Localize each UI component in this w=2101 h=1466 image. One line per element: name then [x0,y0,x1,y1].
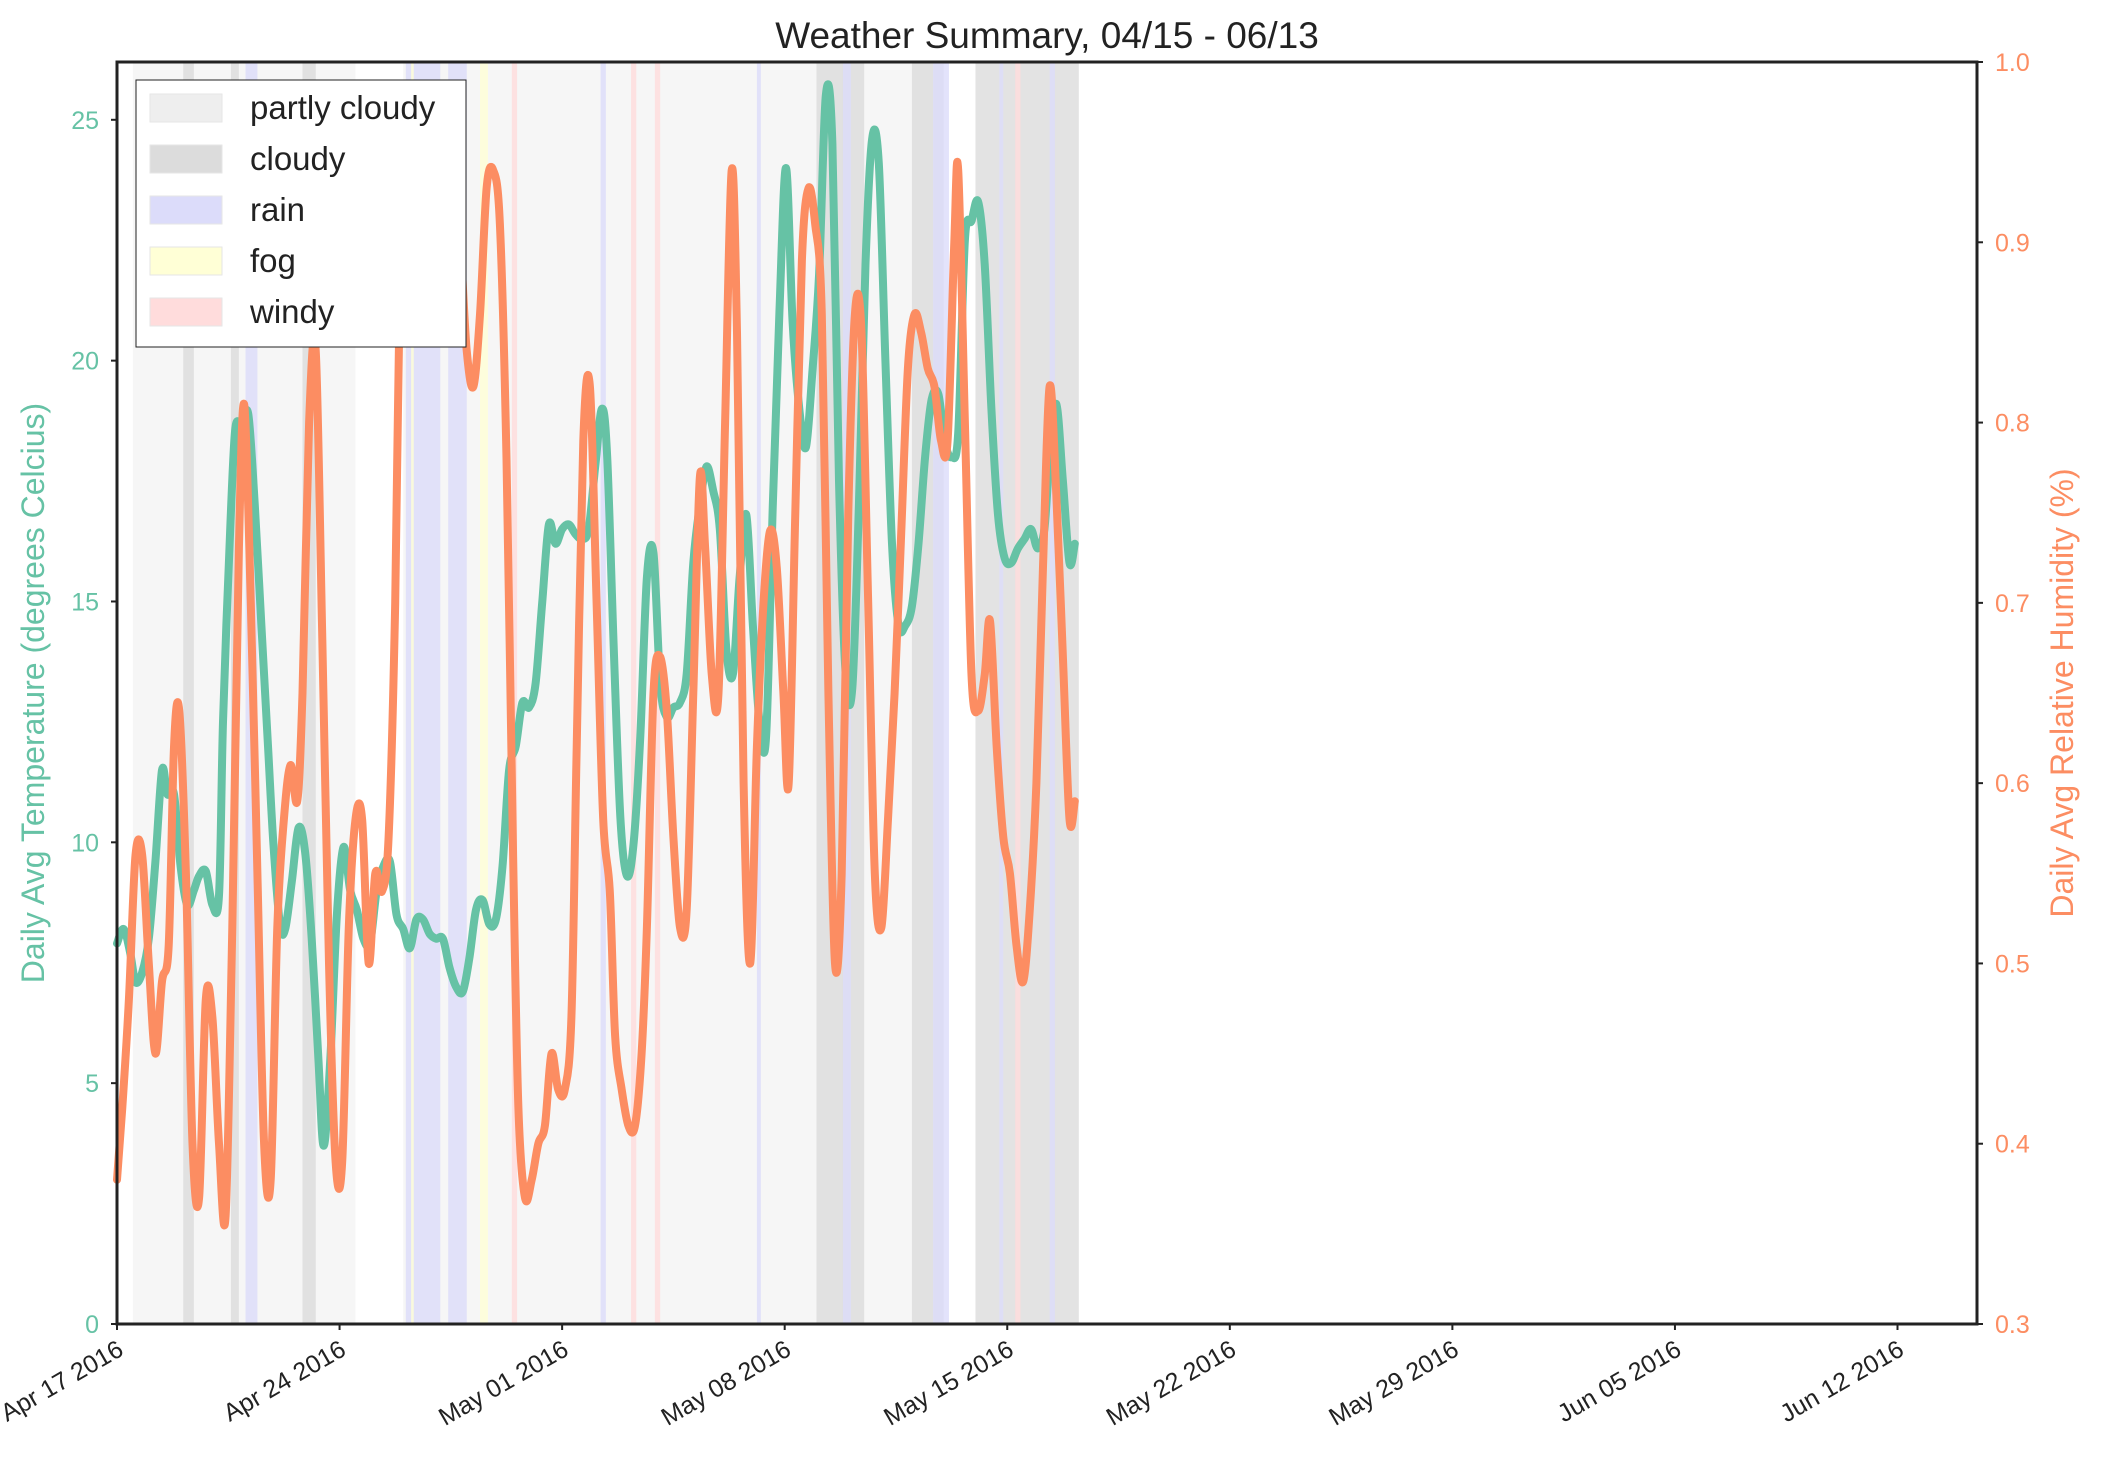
y-right-tick-label: 0.3 [1995,1311,2030,1339]
y-right-tick-label: 1.0 [1995,49,2030,77]
legend-label: rain [250,191,305,228]
weather-span-rain [448,62,467,1324]
y-right-tick-label: 0.4 [1995,1131,2030,1159]
y-right-tick-label: 0.8 [1995,410,2030,438]
y-left-tick-label: 10 [71,829,99,857]
legend: partly cloudy cloudy rain fog windy [135,79,467,348]
chart-title: Weather Summary, 04/15 - 06/13 [775,15,1319,56]
weather-span-rain [999,62,1004,1324]
y-left-tick-label: 15 [71,588,99,616]
y-left-tick-label: 25 [71,107,99,135]
weather-span-rain [933,62,949,1324]
y-left-tick-label: 0 [85,1311,99,1339]
plot-frame [115,60,1979,1326]
weather-span-windy [1015,62,1021,1324]
weather-span-windy [631,62,637,1324]
legend-swatch [149,144,223,174]
legend-label: cloudy [250,140,346,177]
temperature-line [113,80,1079,1150]
y-right-tick-label: 0.9 [1995,229,2030,257]
y-right-tick-label: 0.6 [1995,770,2030,798]
y-left-tick-label: 5 [85,1070,99,1098]
weather-span-rain [600,62,606,1324]
humidity-line [113,157,1079,1230]
legend-label: fog [250,242,296,279]
y-right-tick-label: 0.5 [1995,950,2030,978]
weather-span-fog [479,62,488,1324]
legend-swatch [149,246,223,276]
weather-span-cloudy [183,62,194,1324]
y-right-axis-label: Daily Avg Relative Humidity (%) [2044,468,2080,917]
y-left-tick-label: 20 [71,348,99,376]
legend-label: windy [249,293,335,330]
y-left-axis-label: Daily Avg Temperature (degrees Celcius) [15,403,51,983]
data-series [113,80,1079,1230]
legend-label: partly cloudy [250,89,436,126]
legend-swatch [149,93,223,123]
weather-span-fog [411,62,414,1324]
legend-swatch [149,195,223,225]
y-right-tick-label: 0.7 [1995,590,2030,618]
legend-swatch [149,297,223,327]
weather-span-rain [1049,62,1055,1324]
